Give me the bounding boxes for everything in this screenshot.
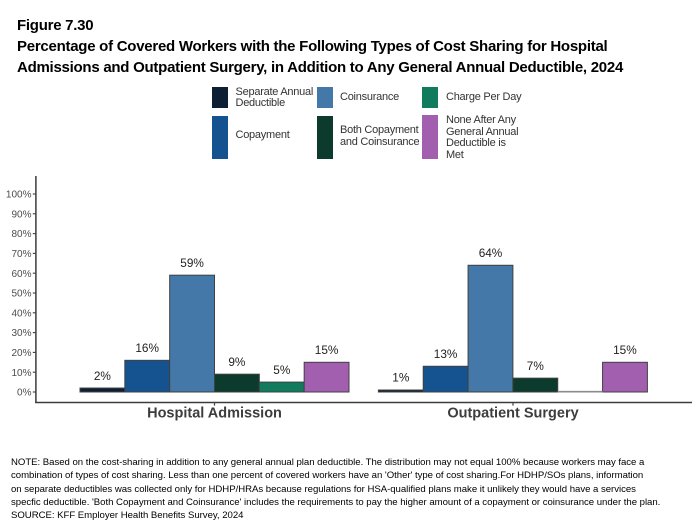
svg-text:59%: 59% (180, 256, 204, 270)
svg-text:15%: 15% (613, 343, 637, 357)
svg-text:30%: 30% (11, 328, 31, 339)
svg-text:100%: 100% (6, 190, 32, 201)
svg-text:90%: 90% (11, 209, 31, 220)
svg-text:0%: 0% (17, 388, 32, 399)
svg-text:10%: 10% (11, 368, 31, 379)
svg-text:7%: 7% (527, 359, 545, 373)
svg-text:2%: 2% (94, 369, 112, 383)
svg-text:70%: 70% (11, 249, 31, 260)
svg-text:20%: 20% (11, 348, 31, 359)
svg-text:15%: 15% (315, 343, 339, 357)
svg-text:80%: 80% (11, 229, 31, 240)
svg-text:40%: 40% (11, 308, 31, 319)
svg-text:60%: 60% (11, 269, 31, 280)
svg-text:64%: 64% (479, 246, 503, 260)
svg-text:16%: 16% (135, 341, 159, 355)
svg-text:50%: 50% (11, 289, 31, 300)
svg-text:13%: 13% (434, 347, 458, 361)
svg-text:9%: 9% (228, 355, 246, 369)
svg-text:5%: 5% (273, 363, 291, 377)
svg-text:Outpatient Surgery: Outpatient Surgery (447, 405, 578, 421)
svg-text:Hospital Admission: Hospital Admission (147, 405, 282, 421)
svg-text:1%: 1% (392, 371, 410, 385)
